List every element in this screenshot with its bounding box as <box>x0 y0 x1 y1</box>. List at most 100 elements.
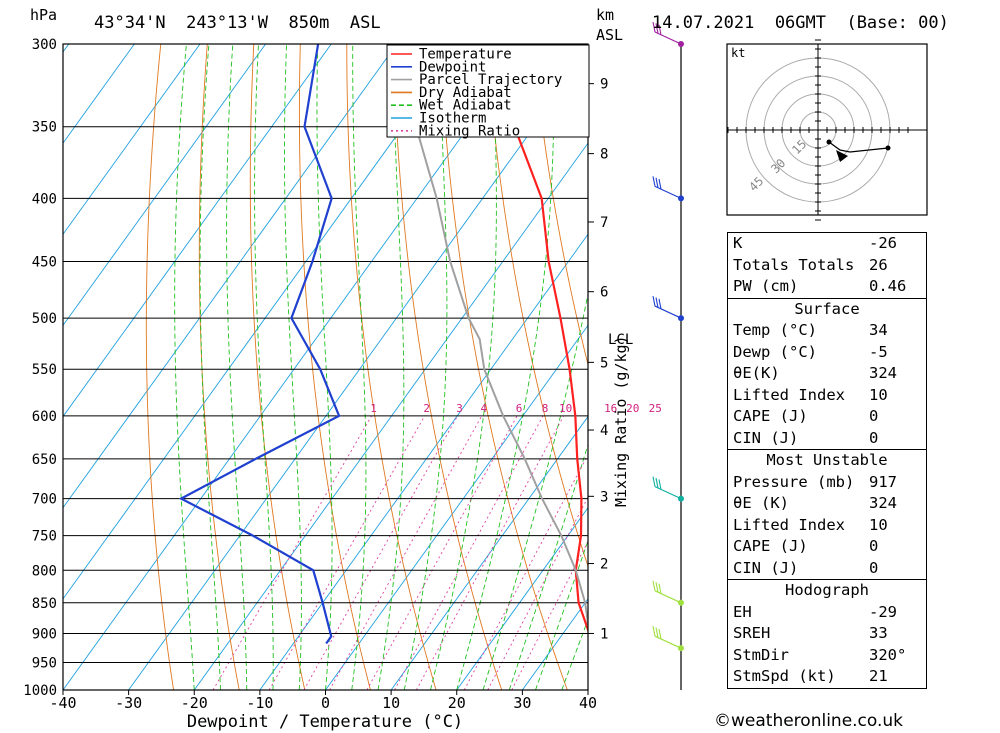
wind-barb-flag <box>658 179 662 190</box>
mixing-ratio-line <box>394 415 544 690</box>
dry-adiabat-line <box>951 44 1000 690</box>
legend-entry: Isotherm <box>419 111 486 127</box>
hodograph-trace <box>828 141 889 153</box>
legend-entry: Parcel Trajectory <box>419 72 562 88</box>
y-tick-label: 600 <box>32 409 57 425</box>
dry-adiabat-line <box>485 44 588 568</box>
wind-barb-shaft <box>654 486 682 500</box>
hodograph-point <box>826 139 832 145</box>
surface-box: Surface Temp (°C) 34 Dewp (°C) -5 θE(K) 324 Li… <box>727 297 927 450</box>
wind-barb-flag <box>652 295 656 307</box>
isotherm-line <box>259 233 588 690</box>
hodograph-stats-box: Hodograph EH -29 SREH 33 StmDir 320° StmSpd (k… <box>727 579 927 689</box>
x-tick-label: -40 <box>49 694 76 712</box>
wind-barb-shaft <box>654 635 682 649</box>
isotherm-line <box>63 44 332 418</box>
surface-row: θE(K) 324 <box>728 363 926 385</box>
wind-barb-flag <box>655 477 659 489</box>
most-unstable-value: 0 <box>869 537 879 555</box>
wet-adiabat-line <box>351 44 367 690</box>
hodograph-stat-label: StmSpd (kt) <box>733 667 836 685</box>
surface-row: CAPE (J) 0 <box>728 406 926 428</box>
surface-row: Temp (°C) 34 <box>728 320 926 342</box>
wind-barb-flag <box>655 23 659 34</box>
isotherm-line <box>128 51 588 690</box>
legend-entry: Temperature <box>419 47 512 63</box>
mixing-ratio-labels: 1 2 3 4 6 8 10 16 20 25 <box>370 402 662 415</box>
index-value: -26 <box>869 234 897 252</box>
wind-barb-flag <box>655 627 659 638</box>
altitude-tick-label: 5 <box>600 355 608 371</box>
index-row: Totals Totals 26 <box>728 255 926 277</box>
most-unstable-row: θE (K) 324 <box>728 493 926 515</box>
isotherm-line <box>63 44 266 327</box>
altitude-tick-label: 1 <box>600 626 608 642</box>
hodograph-stat-label: EH <box>733 602 752 621</box>
surface-value: 324 <box>869 364 897 382</box>
hodograph-stat-value: 320° <box>869 645 907 664</box>
mixing-ratio-line <box>303 415 458 690</box>
wind-barb-shaft <box>654 590 682 604</box>
dry-adiabat-line <box>392 44 503 690</box>
hodograph-stat-label: SREH <box>733 624 771 642</box>
surface-value: 0 <box>869 407 879 425</box>
index-row: PW (cm) 0.46 <box>728 276 926 298</box>
most-unstable-label: CIN (J) <box>733 558 799 577</box>
storm-motion-arrow <box>836 150 848 162</box>
surface-row: Dewp (°C) -5 <box>728 342 926 364</box>
isotherm-line <box>63 44 529 690</box>
most-unstable-title: Most Unstable <box>766 451 888 469</box>
dry-adiabat-line <box>249 44 306 690</box>
hodograph-stat-row: EH -29 <box>728 602 926 624</box>
most-unstable-box: Most Unstable Pressure (mb) 917 θE (K) 324 L… <box>727 449 927 580</box>
altitude-tick-label: 8 <box>600 147 608 163</box>
wet-adiabat-line <box>284 44 302 690</box>
dry-adiabat-line <box>532 44 588 367</box>
y-tick-label: 750 <box>32 529 57 545</box>
isotherm-line <box>325 324 588 690</box>
copyright-text: ©weatheronline.co.uk <box>714 711 904 731</box>
altitude-tick-label: 6 <box>600 285 608 301</box>
wind-barb-flag <box>652 176 656 187</box>
mixing-ratio-line <box>268 415 426 690</box>
wind-barb-shaft <box>654 185 682 199</box>
hodograph-point <box>885 145 891 151</box>
most-unstable-label: θE (K) <box>733 494 789 512</box>
most-unstable-label: CAPE (J) <box>733 537 808 555</box>
surface-label: Temp (°C) <box>733 321 817 339</box>
altitude-tick-label: 9 <box>600 77 608 93</box>
indices-box: K -26 Totals Totals 26 PW (cm) 0.46 <box>727 232 927 299</box>
wind-barb-flag <box>658 479 662 490</box>
wind-barb-shaft <box>654 305 682 319</box>
most-unstable-value: 0 <box>869 558 879 577</box>
most-unstable-row: Pressure (mb) 917 <box>728 472 926 494</box>
surface-title: Surface <box>794 299 860 318</box>
x-axis-ticks: -40 -30 -20 -10 0 10 20 30 40 <box>49 690 597 712</box>
index-label: Totals Totals <box>733 255 855 274</box>
x-tick-label: -20 <box>181 694 208 712</box>
altitude-tick-label: 2 <box>600 557 608 573</box>
hodograph-stat-value: 33 <box>869 624 888 642</box>
series-temperature <box>494 44 588 634</box>
y-tick-label: 450 <box>32 255 57 271</box>
index-value: 26 <box>869 255 888 274</box>
wet-adiabat-line <box>254 44 274 690</box>
wind-barb-flag <box>655 582 659 593</box>
plot-frame <box>62 43 589 691</box>
most-unstable-row: CAPE (J) 0 <box>728 536 926 558</box>
wind-barb-flag <box>658 628 662 640</box>
surface-value: -5 <box>869 342 888 361</box>
mixing-ratio-label: 6 <box>516 402 523 415</box>
wind-barb-shaft <box>654 31 682 45</box>
most-unstable-row: CIN (J) 0 <box>728 558 926 580</box>
mixing-ratio-label: 16 <box>604 402 617 415</box>
mixing-ratio-label: 3 <box>456 402 463 415</box>
legend-entry: Dry Adiabat <box>419 85 512 101</box>
y-tick-label: 500 <box>32 311 57 327</box>
hodograph-stat-value: -29 <box>869 602 897 621</box>
dry-adiabat-line <box>439 44 568 690</box>
y-tick-label: 850 <box>32 596 57 612</box>
isotherm-line <box>63 44 398 509</box>
mixing-ratio-line <box>463 453 588 690</box>
x-tick-label: 0 <box>321 694 330 712</box>
